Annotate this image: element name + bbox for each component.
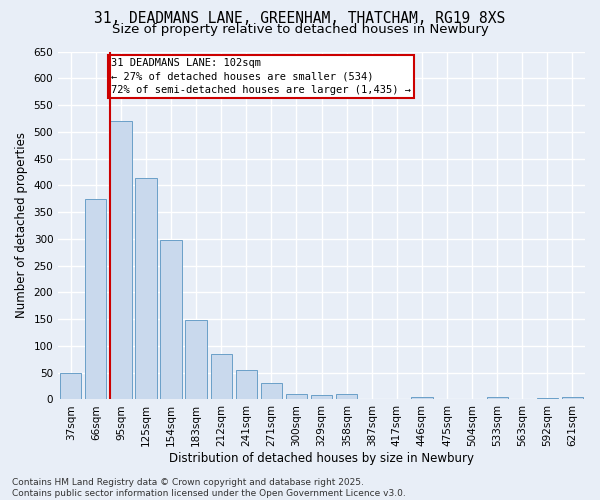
Bar [286,394,307,400]
Text: Contains HM Land Registry data © Crown copyright and database right 2025.
Contai: Contains HM Land Registry data © Crown c… [12,478,406,498]
Bar [110,121,131,400]
Bar [361,399,382,400]
Bar [185,320,207,400]
Bar [411,398,433,400]
Bar [136,178,157,400]
Bar [336,394,358,400]
Text: 31, DEADMANS LANE, GREENHAM, THATCHAM, RG19 8XS: 31, DEADMANS LANE, GREENHAM, THATCHAM, R… [94,11,506,26]
Bar [236,370,257,400]
Bar [562,398,583,400]
X-axis label: Distribution of detached houses by size in Newbury: Distribution of detached houses by size … [169,452,474,465]
Y-axis label: Number of detached properties: Number of detached properties [15,132,28,318]
Bar [211,354,232,400]
Bar [436,399,458,400]
Bar [60,372,82,400]
Bar [85,198,106,400]
Bar [261,384,282,400]
Bar [160,240,182,400]
Text: 31 DEADMANS LANE: 102sqm
← 27% of detached houses are smaller (534)
72% of semi-: 31 DEADMANS LANE: 102sqm ← 27% of detach… [112,58,412,95]
Bar [487,398,508,400]
Bar [311,395,332,400]
Bar [537,398,558,400]
Text: Size of property relative to detached houses in Newbury: Size of property relative to detached ho… [112,22,488,36]
